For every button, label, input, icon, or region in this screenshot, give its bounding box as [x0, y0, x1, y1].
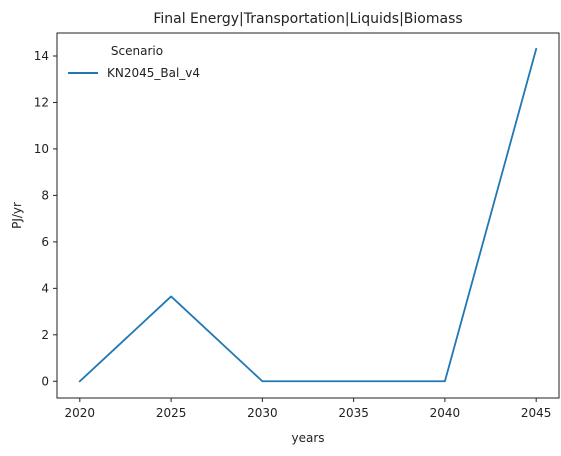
series-layer: [78, 47, 538, 383]
x-tick-label: 2020: [65, 406, 96, 420]
y-tick-label: 6: [41, 235, 49, 249]
y-tick-label: 14: [34, 49, 49, 63]
y-tick-label: 8: [41, 188, 49, 202]
x-tick-label: 2040: [430, 406, 461, 420]
legend-label: KN2045_Bal_v4: [107, 66, 200, 80]
plot-frame: [56, 32, 560, 399]
x-tick-label: 2030: [247, 406, 278, 420]
x-axis: 2020 2025 2030 2035 2040 2045: [65, 398, 552, 420]
chart-title: Final Energy|Transportation|Liquids|Biom…: [153, 11, 462, 27]
legend: Scenario KN2045_Bal_v4: [68, 44, 200, 80]
y-tick-label: 12: [34, 95, 49, 109]
x-tick-label: 2045: [521, 406, 552, 420]
y-tick-label: 4: [41, 281, 49, 295]
x-axis-label: years: [291, 431, 324, 445]
y-tick-label: 0: [41, 374, 49, 388]
x-tick-label: 2025: [156, 406, 187, 420]
legend-title: Scenario: [111, 44, 163, 58]
y-tick-label: 2: [41, 328, 49, 342]
x-tick-label: 2035: [338, 406, 369, 420]
series-line: [78, 47, 538, 383]
y-tick-label: 10: [34, 142, 49, 156]
y-axis: 0 2 4 6 8 10 12 14: [34, 49, 57, 388]
y-axis-label: PJ/yr: [10, 202, 24, 229]
